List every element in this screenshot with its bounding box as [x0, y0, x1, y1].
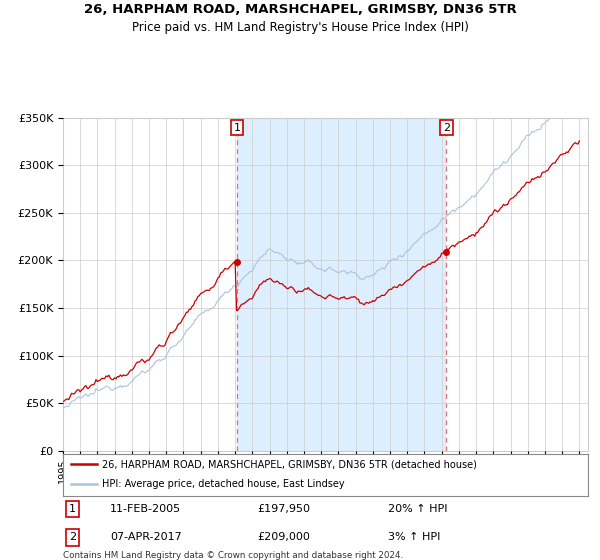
Text: 20% ↑ HPI: 20% ↑ HPI — [389, 504, 448, 514]
Text: 1: 1 — [233, 123, 241, 133]
Text: HPI: Average price, detached house, East Lindsey: HPI: Average price, detached house, East… — [103, 479, 345, 489]
Text: 1: 1 — [69, 504, 76, 514]
Text: £197,950: £197,950 — [257, 504, 310, 514]
Text: Price paid vs. HM Land Registry's House Price Index (HPI): Price paid vs. HM Land Registry's House … — [131, 21, 469, 34]
Text: 3% ↑ HPI: 3% ↑ HPI — [389, 533, 441, 543]
Text: 26, HARPHAM ROAD, MARSHCHAPEL, GRIMSBY, DN36 5TR: 26, HARPHAM ROAD, MARSHCHAPEL, GRIMSBY, … — [83, 3, 517, 16]
Text: £209,000: £209,000 — [257, 533, 310, 543]
Text: 26, HARPHAM ROAD, MARSHCHAPEL, GRIMSBY, DN36 5TR (detached house): 26, HARPHAM ROAD, MARSHCHAPEL, GRIMSBY, … — [103, 459, 477, 469]
Text: 07-APR-2017: 07-APR-2017 — [110, 533, 182, 543]
Text: 11-FEB-2005: 11-FEB-2005 — [110, 504, 181, 514]
Text: Contains HM Land Registry data © Crown copyright and database right 2024.
This d: Contains HM Land Registry data © Crown c… — [63, 551, 403, 560]
Bar — [237, 118, 446, 451]
Text: 2: 2 — [69, 533, 76, 543]
Text: 2: 2 — [443, 123, 450, 133]
